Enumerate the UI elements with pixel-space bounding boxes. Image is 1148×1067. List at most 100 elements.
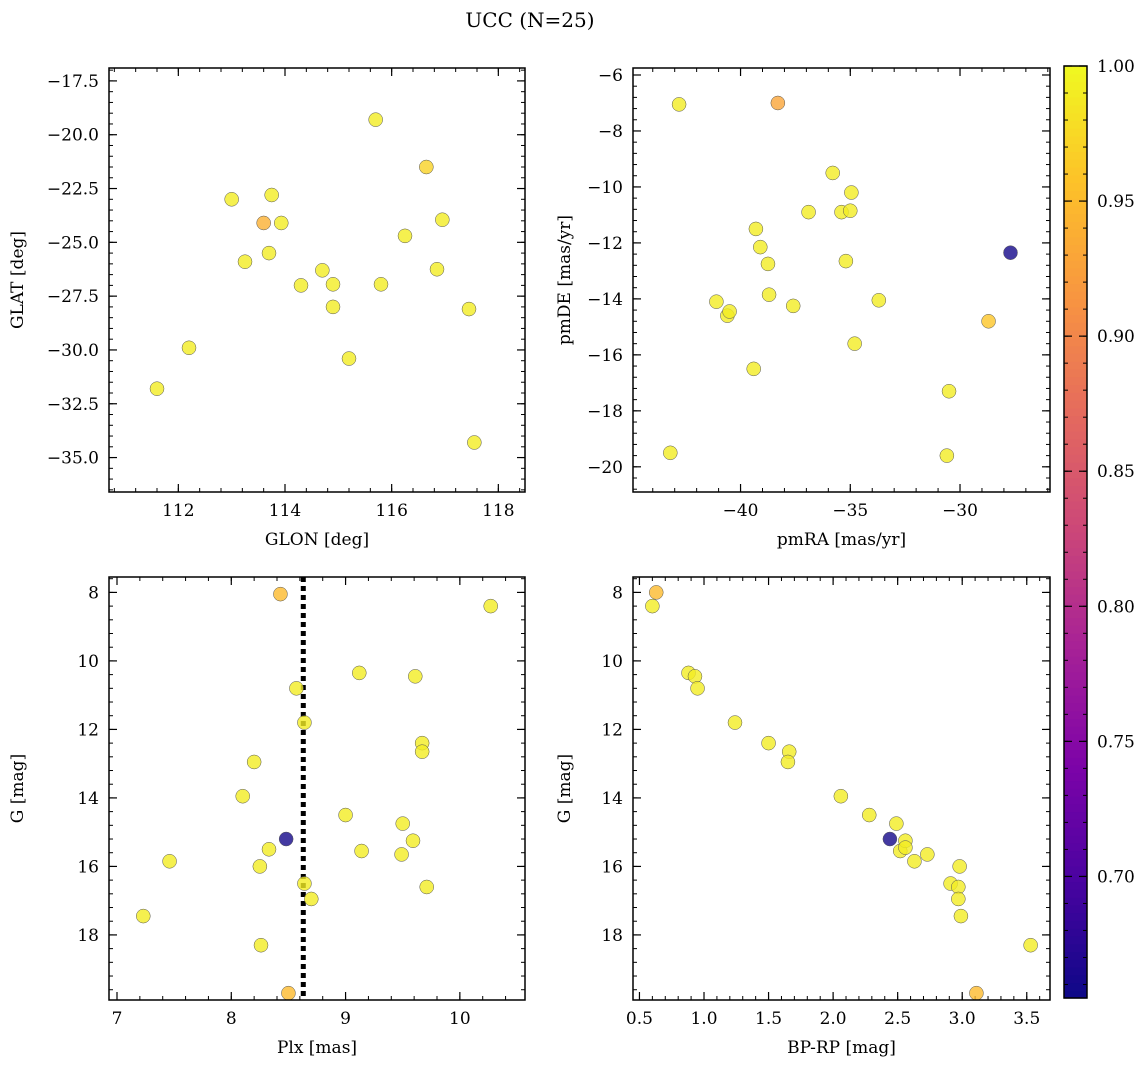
data-point xyxy=(435,212,450,227)
colorbar-segment xyxy=(1064,337,1087,347)
panel-bprp-g: 0.5 1.0 1.5 2.0 2.5 3.0 3.5 8 10 12 14 16 18 BP-RP [m… xyxy=(555,576,1051,1058)
data-point xyxy=(325,299,341,315)
colorbar-frame xyxy=(1063,65,1088,999)
colorbar-segment xyxy=(1064,889,1087,898)
colorbar-segment xyxy=(1064,749,1087,758)
data-point xyxy=(368,112,383,127)
colorbar-segment xyxy=(1064,951,1087,960)
data-point xyxy=(780,754,796,770)
colorbar-segment xyxy=(1064,904,1087,914)
data-point xyxy=(246,754,262,770)
data-point xyxy=(882,831,898,847)
colorbar-segment xyxy=(1064,834,1087,844)
colorbar-segment xyxy=(1064,283,1087,292)
data-point xyxy=(224,192,239,207)
colorbar-segment xyxy=(1064,516,1087,525)
colorbar-segment xyxy=(1064,66,1087,75)
colorbar-segment xyxy=(1064,912,1087,921)
data-point xyxy=(237,254,253,269)
x-tick-label: 2.5 xyxy=(884,1009,911,1029)
colorbar-segment xyxy=(1064,291,1087,300)
colorbar-segment xyxy=(1064,89,1087,98)
x-tick-label: 112 xyxy=(162,501,194,521)
x-tick-label: 0.5 xyxy=(626,1009,653,1029)
colorbar-segment xyxy=(1064,671,1087,681)
y-tick-label: 12 xyxy=(601,720,623,740)
colorbar-segment xyxy=(1064,143,1087,153)
y-tick-label: −16 xyxy=(587,346,623,366)
scatter-panels: 112 114 116 118 −17.5 −20.0 −22.5 −25.0 −27.5 −30… xyxy=(8,66,1051,1058)
data-point xyxy=(297,715,312,730)
data-point xyxy=(801,204,816,220)
colorbar-segment xyxy=(1064,920,1087,929)
colorbar-segment xyxy=(1064,532,1087,541)
x-axis-label: BP-RP [mag] xyxy=(787,1038,896,1058)
colorbar-segment xyxy=(1064,469,1087,479)
colorbar-segment xyxy=(1064,990,1087,999)
colorbar: 0.70 0.75 0.80 0.85 0.90 0.95 1.00 xyxy=(1063,57,1135,999)
data-point xyxy=(761,287,777,302)
colorbar-segment xyxy=(1064,679,1087,688)
y-tick-label: −20.0 xyxy=(47,126,99,146)
colorbar-segment xyxy=(1064,780,1087,789)
y-tick-label: −10 xyxy=(587,178,623,198)
colorbar-segment xyxy=(1064,539,1087,549)
data-point xyxy=(687,669,703,684)
colorbar-segment xyxy=(1064,563,1087,572)
colorbar-segment xyxy=(1064,858,1087,867)
colorbar-segment xyxy=(1064,632,1087,642)
x-tick-label: −35 xyxy=(832,501,868,521)
colorbar-segment xyxy=(1064,943,1087,952)
colorbar-segment xyxy=(1064,772,1087,782)
data-point xyxy=(761,735,776,751)
data-point xyxy=(397,228,413,244)
colorbar-segment xyxy=(1064,73,1087,83)
colorbar-tick-label: 0.95 xyxy=(1097,192,1135,212)
data-point xyxy=(939,448,955,463)
colorbar-segment xyxy=(1064,524,1087,533)
colorbar-segment xyxy=(1064,454,1087,463)
data-point xyxy=(871,293,887,308)
colorbar-segment xyxy=(1064,345,1087,354)
colorbar-segment xyxy=(1064,881,1087,890)
data-point xyxy=(760,256,776,272)
colorbar-segment xyxy=(1064,664,1087,673)
y-tick-label: 16 xyxy=(77,857,99,877)
colorbar-segment xyxy=(1064,236,1087,246)
colorbar-segment xyxy=(1064,322,1087,331)
data-point xyxy=(748,221,764,237)
y-tick-label: 16 xyxy=(601,857,623,877)
y-axis-label: G [mag] xyxy=(8,754,28,823)
colorbar-segment xyxy=(1064,648,1087,657)
y-tick-label: 14 xyxy=(601,789,623,809)
x-tick-label: 1.0 xyxy=(690,1009,717,1029)
data-point xyxy=(419,879,434,895)
y-tick-label: −8 xyxy=(598,122,623,142)
colorbar-segment xyxy=(1064,198,1087,207)
y-tick-label: −32.5 xyxy=(47,395,99,415)
colorbar-segment xyxy=(1064,384,1087,393)
axes-frame xyxy=(108,576,526,1001)
colorbar-segment xyxy=(1064,687,1087,696)
data-point xyxy=(414,744,430,759)
data-point xyxy=(690,681,705,696)
data-point xyxy=(405,833,421,848)
colorbar-segment xyxy=(1064,462,1087,471)
colorbar-segment xyxy=(1064,120,1087,129)
colorbar-segment xyxy=(1064,221,1087,230)
colorbar-segment xyxy=(1064,205,1087,215)
colorbar-segment xyxy=(1064,570,1087,580)
data-point xyxy=(315,263,330,278)
data-point xyxy=(833,788,849,804)
x-axis-label: pmRA [mas/yr] xyxy=(777,530,906,550)
data-point xyxy=(408,669,423,684)
data-point xyxy=(253,937,269,953)
colorbar-segment xyxy=(1064,446,1087,455)
y-tick-label: 10 xyxy=(77,652,99,672)
data-point xyxy=(825,165,840,181)
data-point xyxy=(709,294,724,309)
data-point xyxy=(727,715,743,730)
data-point xyxy=(951,891,966,907)
data-point xyxy=(261,245,277,261)
data-point xyxy=(847,336,862,351)
